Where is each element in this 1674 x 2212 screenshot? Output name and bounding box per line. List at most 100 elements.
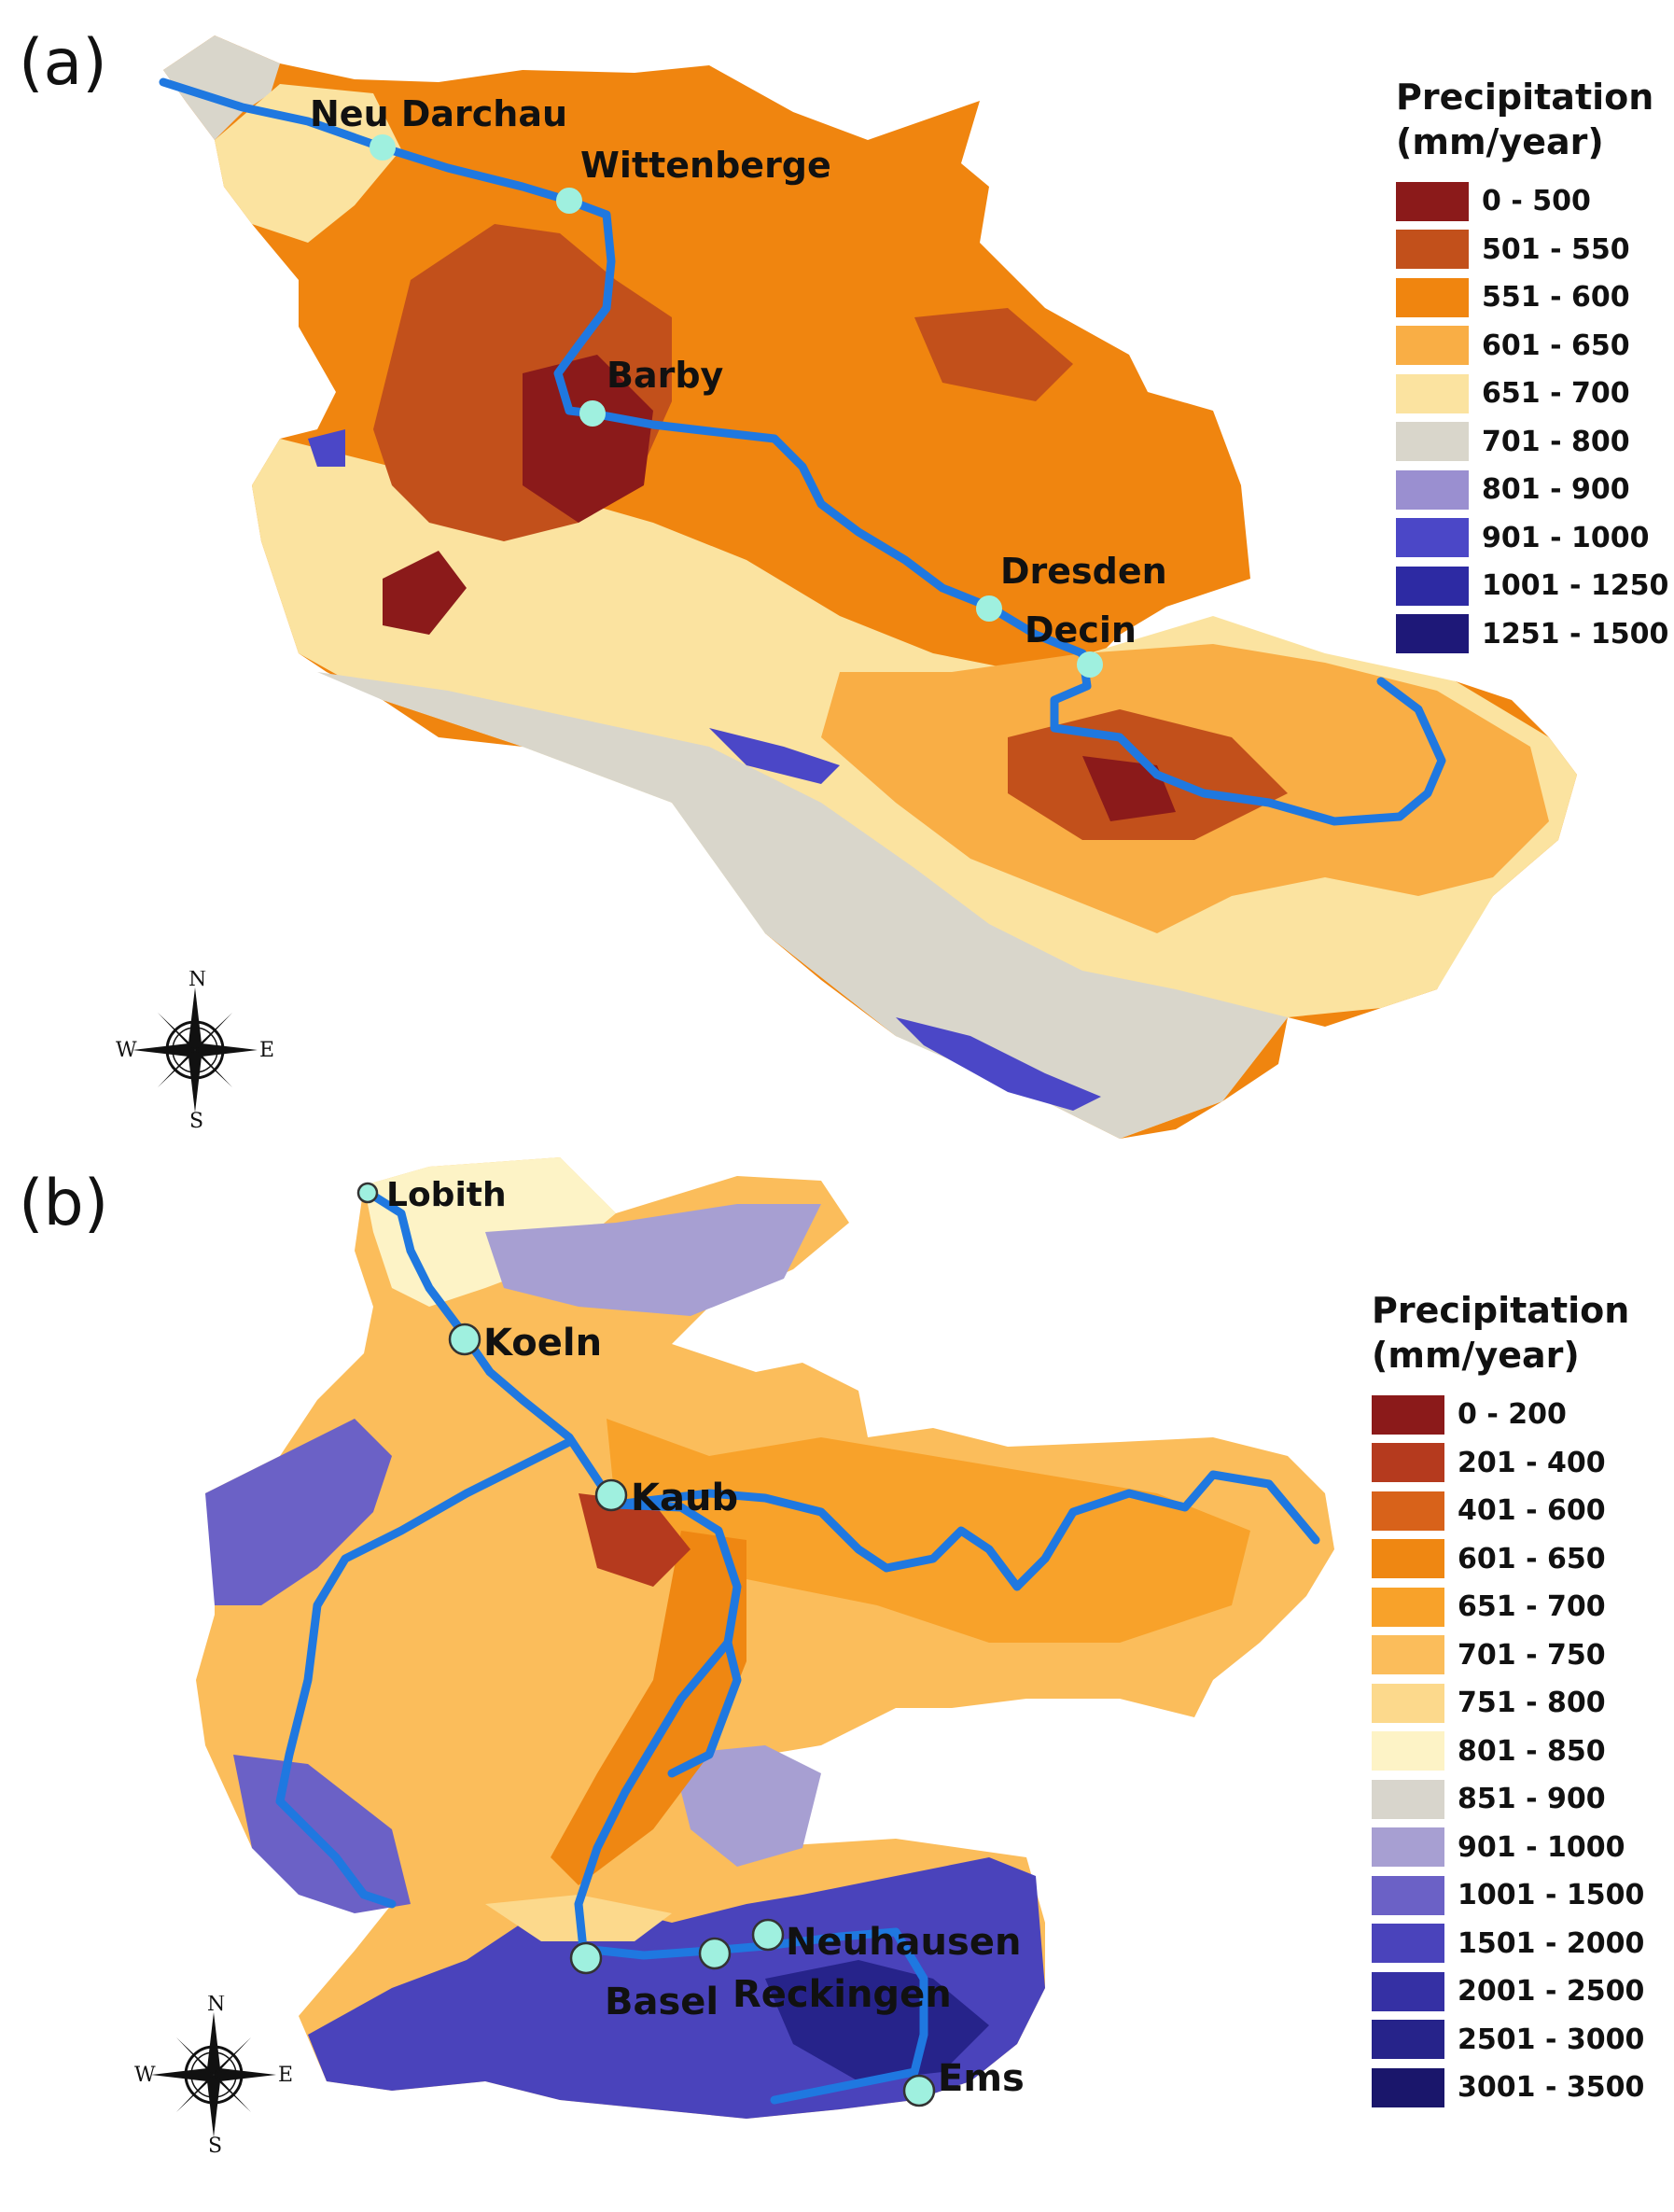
gauge-marker-neuhausen[interactable] xyxy=(751,1918,785,1952)
gauge-label-lobith: Lobith xyxy=(386,1176,507,1214)
legend-swatch xyxy=(1372,1635,1444,1675)
gauge-label-basel: Basel xyxy=(605,1981,718,2023)
rhine-main-orange xyxy=(607,1419,1250,1643)
gauge-marker-neu-darchau[interactable] xyxy=(370,134,396,161)
legend-swatch xyxy=(1372,1443,1444,1483)
gauge-marker-decin[interactable] xyxy=(1077,651,1103,678)
gauge-marker-koeln[interactable] xyxy=(448,1323,481,1356)
gauge-marker-ems[interactable] xyxy=(902,2074,936,2107)
legend-swatch xyxy=(1372,1731,1444,1771)
legend-range-label: 1001 - 1250 xyxy=(1482,569,1669,603)
rhine-alps-darkblue xyxy=(765,1960,989,2081)
legend-range-label: 1251 - 1500 xyxy=(1482,617,1669,651)
compass-n: N xyxy=(188,971,206,991)
legend-swatch xyxy=(1396,566,1469,606)
legend-range-label: 651 - 700 xyxy=(1482,377,1630,411)
gauge-marker-barby[interactable] xyxy=(579,400,606,427)
legend-swatch xyxy=(1372,1779,1444,1819)
gauge-marker-basel[interactable] xyxy=(569,1941,603,1975)
elbe-basin-map xyxy=(159,35,1577,1139)
gauge-label-barby: Barby xyxy=(607,355,724,396)
legend-swatch xyxy=(1396,469,1469,510)
legend-range-label: 501 - 550 xyxy=(1482,232,1630,266)
gauge-marker-reckingen[interactable] xyxy=(698,1937,732,1970)
legend-range-label: 401 - 600 xyxy=(1458,1494,1606,1528)
legend-range-label: 801 - 850 xyxy=(1458,1734,1606,1768)
rhine-sauerland-blue xyxy=(485,1204,821,1316)
legend-swatch xyxy=(1396,614,1469,654)
main-river xyxy=(611,1470,1320,1591)
rhine-upper-valley-orange xyxy=(551,1531,746,1885)
legend-title-line1: Precipitation xyxy=(1396,77,1654,118)
elbe-krkonose-blue xyxy=(896,1017,1101,1111)
elbe-northwest-lowland xyxy=(163,35,280,140)
elbe-dry-zone-west xyxy=(383,551,467,635)
compass-e: E xyxy=(278,2064,293,2087)
legend-range-label: 0 - 500 xyxy=(1482,185,1591,218)
elbe-dry-zone-east xyxy=(914,308,1073,401)
legend-range-label: 851 - 900 xyxy=(1458,1783,1606,1816)
legend-item: 701 - 750 xyxy=(1372,1631,1644,1680)
gauge-label-ems: Ems xyxy=(938,2057,1025,2100)
gauge-marker-wittenberge[interactable] xyxy=(556,188,582,214)
legend-item: 651 - 700 xyxy=(1372,1583,1644,1631)
legend-items: 0 - 200 201 - 400 401 - 600 601 - 650 651 - … xyxy=(1372,1391,1644,2112)
legend-range-label: 701 - 750 xyxy=(1458,1638,1606,1672)
legend-title-line2: (mm/year) xyxy=(1396,121,1604,162)
legend-swatch xyxy=(1396,518,1469,558)
rhine-dry-core xyxy=(579,1493,691,1587)
legend-title-line1: Precipitation xyxy=(1372,1290,1630,1331)
legend-item: 0 - 500 xyxy=(1396,177,1668,226)
legend-range-label: 651 - 700 xyxy=(1458,1590,1606,1624)
legend-item: 401 - 600 xyxy=(1372,1487,1644,1535)
panel-b-label: (b) xyxy=(19,1167,109,1240)
legend-range-label: 201 - 400 xyxy=(1458,1446,1606,1479)
legend-swatch xyxy=(1372,1539,1444,1579)
legend-swatch xyxy=(1372,1924,1444,1964)
legend-swatch xyxy=(1372,2020,1444,2060)
rhine-basin-base xyxy=(196,1157,1334,2119)
legend-swatch xyxy=(1372,1394,1444,1435)
legend-range-label: 801 - 900 xyxy=(1482,473,1630,507)
compass-rose-b: N S W E xyxy=(134,1995,293,2154)
legend-item: 3001 - 3500 xyxy=(1372,2064,1644,2112)
compass-s: S xyxy=(189,1110,203,1129)
legend-item: 701 - 800 xyxy=(1396,418,1668,467)
legend-title: Precipitation (mm/year) xyxy=(1396,75,1668,164)
legend-range-label: 551 - 600 xyxy=(1482,281,1630,315)
legend-item: 551 - 600 xyxy=(1396,273,1668,322)
gauge-label-neuhausen: Neuhausen xyxy=(786,1921,1021,1964)
legend-swatch xyxy=(1396,373,1469,413)
gauge-label-dresden: Dresden xyxy=(1000,551,1167,592)
rhine-river xyxy=(361,1186,928,2105)
legend-items: 0 - 500 501 - 550 551 - 600 601 - 650 651 - … xyxy=(1396,177,1668,658)
legend-item: 751 - 800 xyxy=(1372,1679,1644,1728)
legend-swatch xyxy=(1372,1587,1444,1627)
rhine-ardennes-blue xyxy=(205,1419,392,1605)
gauge-marker-kaub[interactable] xyxy=(594,1478,628,1512)
legend-range-label: 751 - 800 xyxy=(1458,1687,1606,1720)
legend-swatch xyxy=(1396,326,1469,366)
legend-swatch xyxy=(1396,230,1469,270)
legend-item: 0 - 200 xyxy=(1372,1391,1644,1439)
rhine-gauges xyxy=(356,1182,936,2107)
legend-range-label: 601 - 650 xyxy=(1482,329,1630,362)
rhine-basin-map xyxy=(196,1157,1334,2119)
gauge-label-reckingen: Reckingen xyxy=(732,1973,952,2016)
elbe-ore-mountains-blue xyxy=(709,728,840,784)
legend-item: 601 - 650 xyxy=(1372,1535,1644,1584)
panel-a-label: (a) xyxy=(19,26,107,100)
legend-panel-a: Precipitation (mm/year) 0 - 500 501 - 550… xyxy=(1396,75,1668,658)
rhine-blackforest-blue xyxy=(672,1745,821,1867)
legend-item: 1001 - 1250 xyxy=(1396,562,1668,610)
legend-swatch xyxy=(1372,1827,1444,1868)
gauge-label-koeln: Koeln xyxy=(483,1322,602,1365)
legend-item: 901 - 1000 xyxy=(1372,1824,1644,1872)
legend-panel-b: Precipitation (mm/year) 0 - 200 201 - 400… xyxy=(1372,1288,1644,2112)
neckar-river xyxy=(667,1638,742,1778)
legend-item: 901 - 1000 xyxy=(1396,514,1668,563)
gauge-marker-dresden[interactable] xyxy=(976,595,1002,622)
legend-item: 651 - 700 xyxy=(1396,370,1668,418)
legend-item: 501 - 550 xyxy=(1396,226,1668,274)
gauge-marker-lobith[interactable] xyxy=(356,1182,379,1204)
